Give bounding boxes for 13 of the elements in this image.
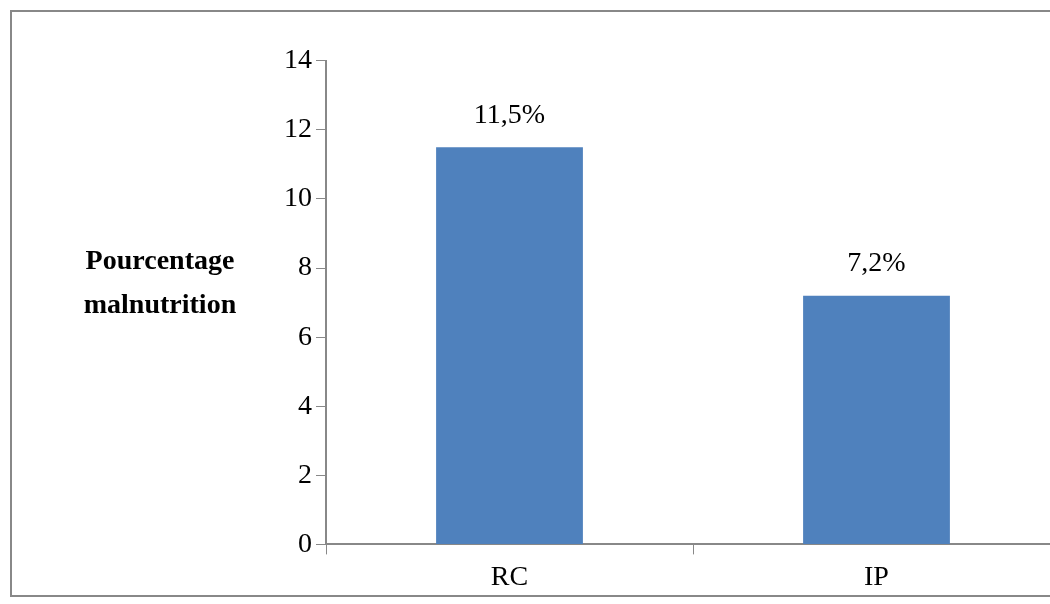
y-axis-title: Pourcentage malnutrition (82, 243, 238, 321)
y-tick-label: 2 (298, 457, 312, 489)
x-tick-label: IP (864, 559, 889, 591)
x-tick-label: RC (490, 559, 529, 591)
y-tick-label: 12 (284, 112, 312, 144)
y-tick-label: 4 (298, 388, 312, 420)
y-tick-label: 14 (284, 43, 312, 75)
y-tick-label: 0 (298, 526, 312, 558)
y-tick-label: 6 (298, 319, 312, 351)
data-label: 7,2% (847, 246, 906, 278)
y-tick-label: 8 (298, 250, 312, 282)
y-tick-label: 10 (284, 181, 312, 213)
data-label: 11,5% (473, 97, 546, 129)
